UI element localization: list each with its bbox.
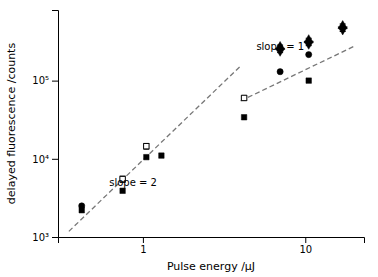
tick-label: 10³ xyxy=(32,232,49,243)
tick-mark xyxy=(305,237,306,243)
plot-area xyxy=(69,21,354,232)
y-axis-title: delayed fluorescence /counts xyxy=(5,43,18,205)
axis-line xyxy=(52,11,59,238)
tick: 1 xyxy=(140,237,146,255)
tick-mark xyxy=(52,159,58,160)
point xyxy=(277,69,283,75)
annotation: slope = 2 xyxy=(109,177,157,188)
tick: 10³ xyxy=(32,232,58,243)
x-axis-title: Pulse energy /μJ xyxy=(167,260,255,273)
point xyxy=(79,207,84,212)
tick-label: 10⁴ xyxy=(32,154,49,165)
series xyxy=(79,78,311,213)
annotations: slope = 2 slope = 1 xyxy=(109,41,304,188)
series xyxy=(120,95,247,182)
tick-mark xyxy=(52,237,58,238)
tick: 10 xyxy=(299,237,312,255)
tick: 10⁵ xyxy=(32,75,58,86)
y-axis: 10³ 10⁴ 10⁵ xyxy=(32,11,58,243)
point xyxy=(338,27,347,35)
tick-label: 10 xyxy=(299,244,312,255)
point xyxy=(144,154,149,159)
reference-line xyxy=(69,66,241,231)
tick: 10⁴ xyxy=(32,154,58,165)
error-bar xyxy=(241,96,247,101)
tick-label: 1 xyxy=(140,244,146,255)
point xyxy=(144,143,149,148)
tick-label: 10⁵ xyxy=(32,75,49,86)
tick-mark xyxy=(52,81,58,82)
error-bar xyxy=(143,143,149,149)
tick-mark xyxy=(143,237,144,243)
series xyxy=(79,52,312,209)
x-axis: 1 10 xyxy=(59,237,365,255)
axis-line xyxy=(59,238,365,244)
reference-line xyxy=(241,46,354,101)
annotation: slope = 1 xyxy=(256,41,304,52)
point xyxy=(241,95,246,100)
point xyxy=(241,115,246,120)
point xyxy=(306,78,311,83)
chart: 1 10 10³ 10⁴ 10⁵ slope = 2 slope = 1 Pulse ener… xyxy=(0,0,378,277)
point xyxy=(304,41,313,49)
point xyxy=(159,153,164,158)
point xyxy=(120,188,125,193)
point xyxy=(306,52,312,58)
